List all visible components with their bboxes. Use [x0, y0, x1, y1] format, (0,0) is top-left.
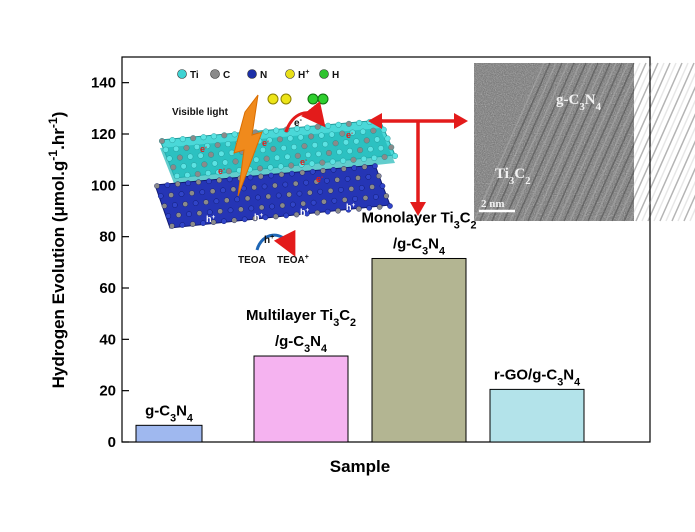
- hole-label: h+: [264, 234, 274, 246]
- svg-text:h+: h+: [206, 214, 216, 225]
- svg-text:e-: e-: [262, 138, 269, 149]
- tem-image: g-C3N4 Ti3C2 2 nm: [473, 62, 695, 222]
- svg-text:e-: e-: [300, 157, 307, 168]
- y-axis: 0 20 40 60 80 100 120 140: [91, 75, 129, 451]
- bar-labels: g-C3N4 Multilayer Ti3C2/g-C3N4 Monolayer T…: [145, 209, 580, 424]
- legend-label: N: [260, 70, 267, 81]
- bar-label: r-GO/g-C3N4: [494, 366, 580, 388]
- lightning-bolt-icon: [233, 94, 263, 197]
- bar-label: Multilayer Ti3C2: [246, 307, 356, 329]
- svg-text:h+: h+: [254, 212, 264, 223]
- teoa-plus-label: TEOA+: [277, 254, 309, 266]
- legend-marker: [319, 69, 329, 79]
- legend-marker: [177, 69, 187, 79]
- legend-label: C: [223, 70, 230, 81]
- reduction-arrow-icon: [284, 101, 326, 133]
- bar-4: [489, 388, 585, 443]
- svg-text:e-: e-: [218, 166, 225, 177]
- svg-text:h+: h+: [346, 202, 356, 213]
- bar-1: [135, 424, 203, 443]
- y-tick-label: 80: [99, 229, 116, 246]
- link-arrows: [368, 113, 468, 216]
- y-axis-title: Hydrogen Evolution (μmol.g-1.hr-1): [46, 112, 68, 389]
- atom-legend: Ti C N H+ H: [177, 67, 339, 82]
- bar-label: /g-C3N4: [275, 333, 327, 355]
- legend-marker: [247, 69, 257, 79]
- svg-text:e-: e-: [200, 144, 207, 155]
- y-tick-label: 140: [91, 75, 116, 92]
- h-sphere: [317, 93, 329, 105]
- bar-label: /g-C3N4: [393, 235, 445, 257]
- y-tick-label: 100: [91, 177, 116, 194]
- tem-label-gc3n4: g-C3N4: [556, 92, 602, 113]
- bar-label: Monolayer Ti3C2: [361, 209, 476, 231]
- legend-label: Ti: [190, 70, 199, 81]
- oxidation-arrow-icon: [255, 229, 296, 257]
- bar-2: [253, 355, 349, 443]
- h-sphere: [307, 93, 319, 105]
- schematic-inset: Ti C N H+ H Visible light e- h+ TEOA TEOA+ e…: [154, 67, 399, 266]
- y-tick-label: 60: [99, 280, 116, 297]
- tem-label-ti3c2: Ti3C2: [495, 166, 531, 187]
- svg-text:e-: e-: [346, 130, 353, 141]
- visible-light-label: Visible light: [172, 107, 229, 118]
- y-tick-label: 0: [108, 434, 116, 451]
- y-tick-label: 40: [99, 331, 116, 348]
- legend-label: H: [332, 70, 339, 81]
- legend-marker: [285, 69, 295, 79]
- bar-3: [371, 257, 467, 443]
- y-tick-label: 120: [91, 126, 116, 143]
- bars: [135, 257, 585, 443]
- legend-marker: [210, 69, 220, 79]
- scale-bar-label: 2 nm: [481, 198, 505, 210]
- x-axis-title: Sample: [330, 457, 390, 476]
- bar-label: g-C3N4: [145, 402, 193, 424]
- electron-label: e-: [294, 117, 303, 129]
- legend-label: H+: [298, 67, 309, 82]
- y-tick-label: 20: [99, 383, 116, 400]
- svg-text:h+: h+: [300, 207, 310, 218]
- h-plus-sphere: [280, 93, 292, 105]
- gc3n4-layer: [154, 163, 393, 229]
- svg-text:e-: e-: [316, 174, 323, 185]
- teoa-label: TEOA: [238, 255, 266, 266]
- h-plus-sphere: [267, 93, 279, 105]
